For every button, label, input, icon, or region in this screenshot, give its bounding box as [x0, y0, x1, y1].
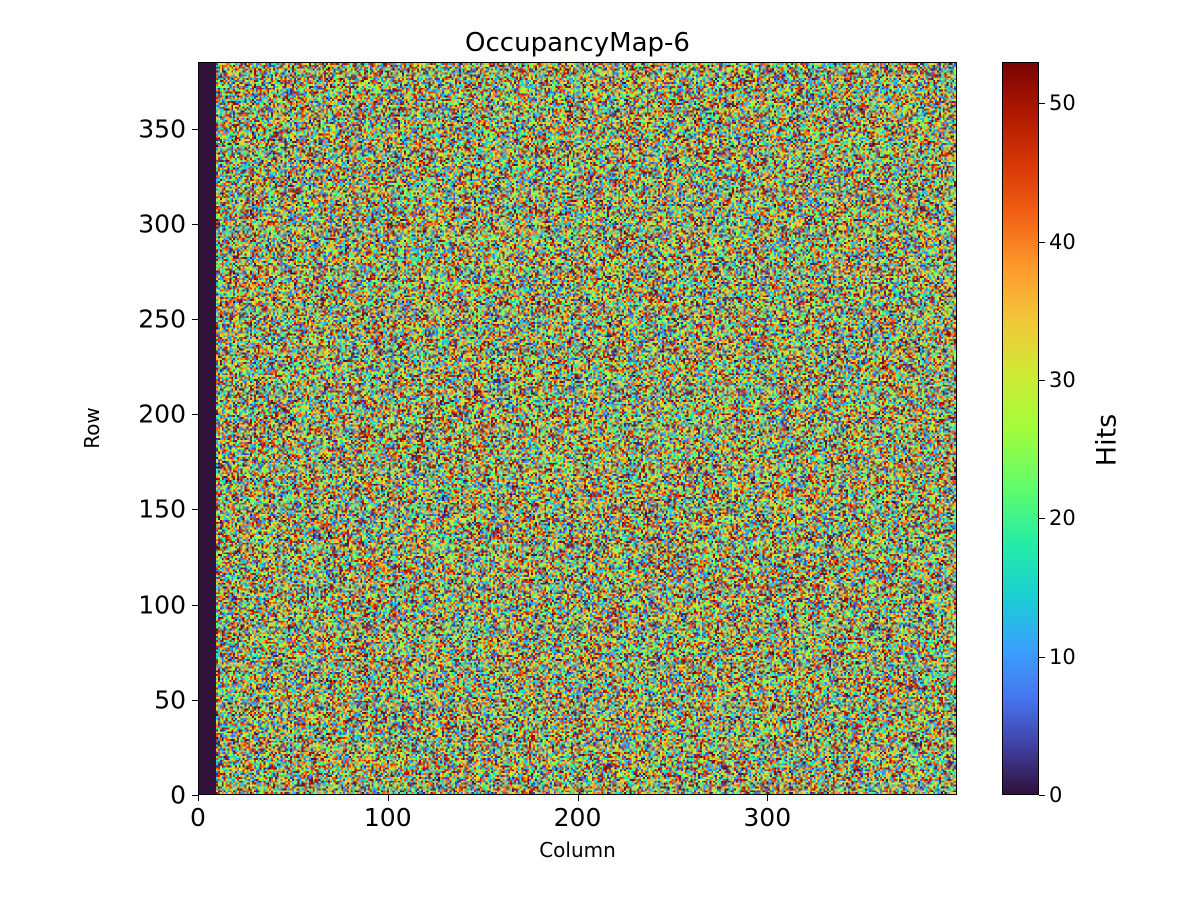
- y-tick-mark: [192, 223, 198, 225]
- colorbar-tick-label: 10: [1049, 644, 1076, 669]
- colorbar-tick-mark: [1039, 656, 1045, 658]
- y-tick-mark: [192, 319, 198, 321]
- colorbar-tick-mark: [1039, 795, 1045, 796]
- y-tick-label: 200: [138, 399, 186, 429]
- y-tick-label: 50: [154, 685, 186, 715]
- y-tick-label: 350: [138, 114, 186, 144]
- y-tick-label: 250: [138, 304, 186, 334]
- x-axis-label: Column: [539, 838, 616, 862]
- colorbar-tick-label: 20: [1049, 506, 1076, 531]
- colorbar-tick-mark: [1039, 103, 1045, 105]
- colorbar-tick-mark: [1039, 241, 1045, 243]
- y-tick-mark: [192, 128, 198, 130]
- y-tick-mark: [192, 509, 198, 511]
- colorbar-tick-mark: [1039, 518, 1045, 520]
- colorbar-tick-label: 40: [1049, 229, 1076, 254]
- x-tick-mark: [577, 795, 579, 801]
- heatmap-image: [199, 63, 956, 794]
- x-tick-mark: [767, 795, 769, 801]
- y-tick-mark: [192, 795, 198, 796]
- y-tick-label: 100: [138, 590, 186, 620]
- y-axis-label: Row: [80, 407, 104, 449]
- y-tick-label: 0: [170, 780, 186, 810]
- colorbar-tick-mark: [1039, 380, 1045, 382]
- colorbar-label: Hits: [1091, 413, 1123, 467]
- colorbar-tick-label: 50: [1049, 91, 1076, 116]
- colorbar-tick-label: 30: [1049, 368, 1076, 393]
- page-title: OccupancyMap-6: [465, 28, 690, 58]
- y-tick-mark: [192, 699, 198, 701]
- x-tick-label: 200: [553, 803, 602, 832]
- x-tick-mark: [198, 795, 199, 801]
- heatmap-axes[interactable]: [198, 62, 957, 795]
- colorbar-tick-label: 0: [1049, 783, 1063, 807]
- y-tick-label: 300: [138, 209, 186, 239]
- x-tick-mark: [387, 795, 389, 801]
- x-tick-label: 100: [363, 803, 412, 832]
- y-tick-mark: [192, 414, 198, 416]
- x-tick-label: 300: [743, 803, 792, 832]
- y-tick-mark: [192, 604, 198, 606]
- colorbar[interactable]: [1002, 62, 1039, 795]
- x-tick-label: 0: [190, 803, 206, 832]
- colorbar-gradient: [1003, 63, 1038, 794]
- y-tick-label: 150: [138, 494, 186, 524]
